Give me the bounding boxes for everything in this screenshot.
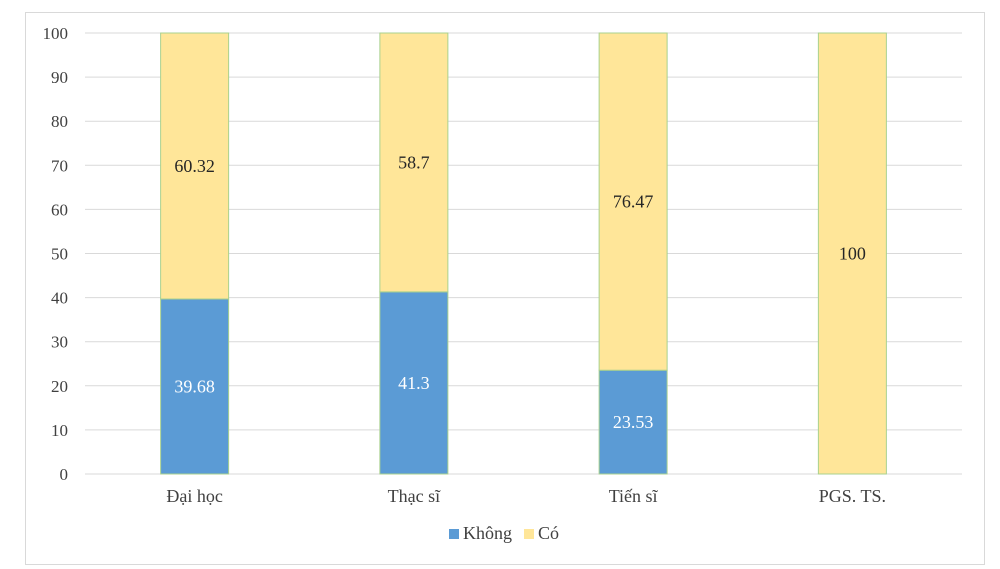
bar-segment xyxy=(598,32,668,371)
data-label: 58.7 xyxy=(398,152,430,172)
bar-segment xyxy=(379,32,449,293)
data-label: 39.68 xyxy=(174,377,215,397)
y-tick-label: 60 xyxy=(51,200,68,219)
legend-label: Có xyxy=(538,523,559,543)
x-tick-label: Thạc sĩ xyxy=(388,486,441,506)
y-tick-label: 10 xyxy=(51,421,68,440)
legend-swatch xyxy=(449,529,459,539)
data-label: 100 xyxy=(839,244,866,264)
data-label: 60.32 xyxy=(174,156,215,176)
y-tick-label: 0 xyxy=(60,465,69,484)
data-label: 23.53 xyxy=(613,412,654,432)
y-tick-label: 20 xyxy=(51,377,68,396)
y-tick-label: 80 xyxy=(51,112,68,131)
bar-segment xyxy=(379,291,449,475)
bar-segment xyxy=(160,298,230,475)
bar-segment xyxy=(160,32,230,300)
y-tick-label: 70 xyxy=(51,156,68,175)
y-tick-label: 90 xyxy=(51,68,68,87)
data-label: 41.3 xyxy=(398,373,430,393)
y-tick-label: 100 xyxy=(43,24,69,43)
legend-label: Không xyxy=(463,523,512,543)
y-tick-label: 50 xyxy=(51,245,68,264)
y-tick-label: 30 xyxy=(51,333,68,352)
legend-swatch xyxy=(524,529,534,539)
x-tick-label: Tiến sĩ xyxy=(609,486,659,506)
x-tick-label: Đại học xyxy=(166,486,222,506)
data-label: 76.47 xyxy=(613,192,654,212)
x-tick-label: PGS. TS. xyxy=(819,486,886,506)
y-tick-label: 40 xyxy=(51,289,68,308)
bar-segment xyxy=(817,32,887,475)
